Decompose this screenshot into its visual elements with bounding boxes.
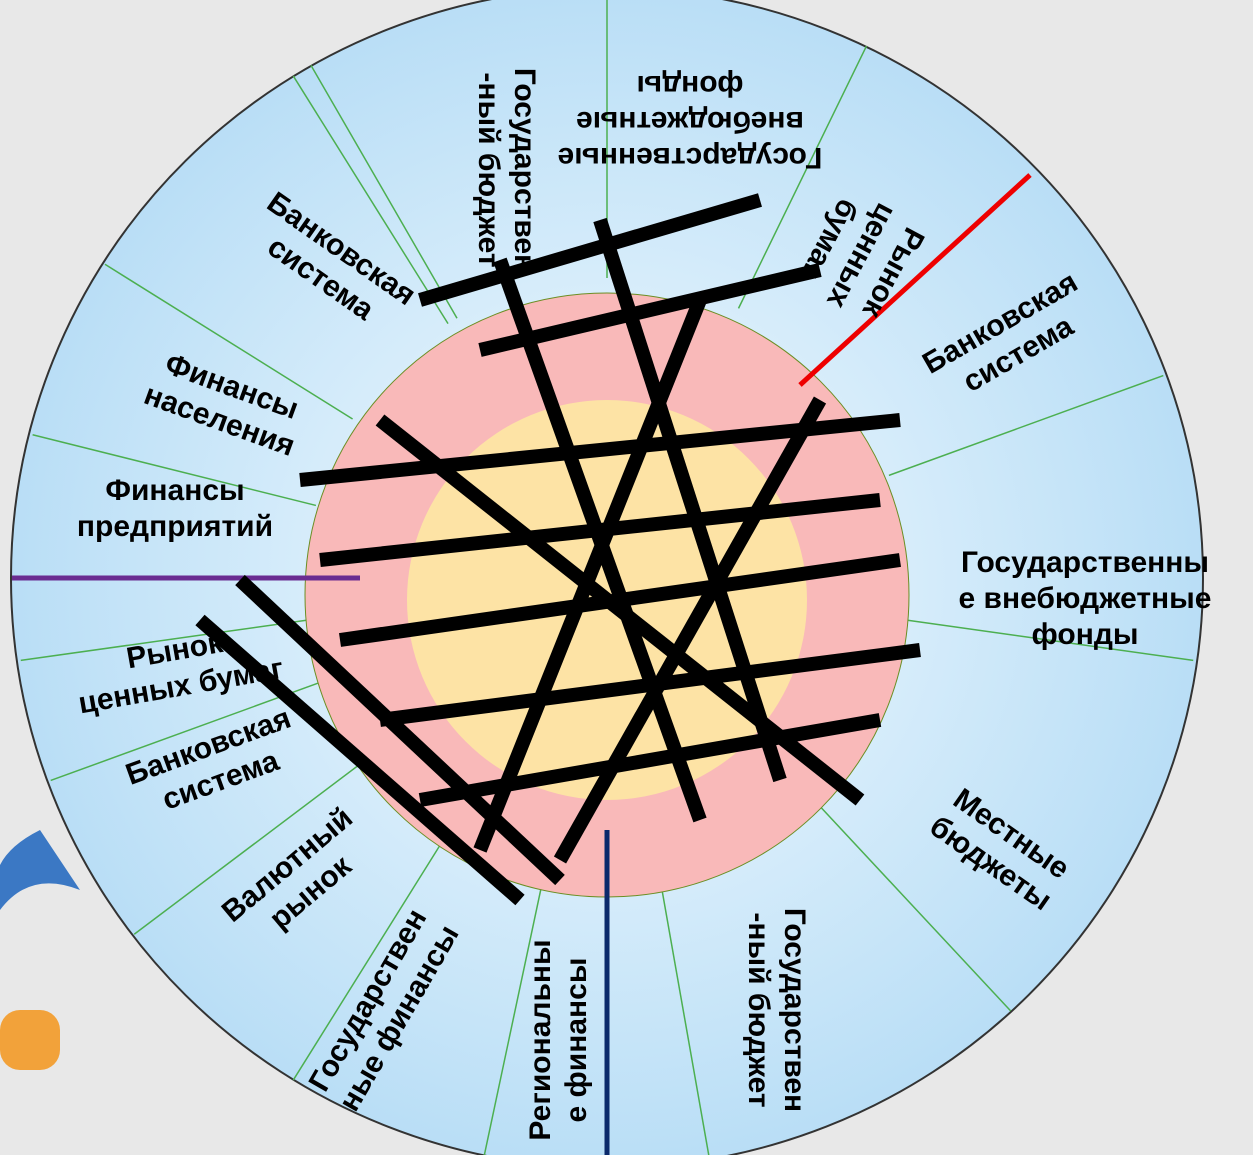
sector-text: Государствен — [508, 68, 541, 272]
sector-text: Государствен — [778, 908, 811, 1112]
sector-divider — [483, 871, 546, 1155]
sector-text: предприятий — [77, 510, 273, 543]
sector-label: Государствен-ный бюджет — [472, 68, 541, 272]
scribble — [195, 193, 921, 906]
sector-divider — [292, 75, 449, 324]
sector-divider — [903, 619, 1194, 662]
sector-text: внебюджетные — [576, 105, 804, 138]
sector-text: -ный бюджет — [472, 72, 505, 267]
sector-label: Государствен-ный бюджет — [742, 908, 811, 1112]
umbrella-icon — [0, 830, 80, 910]
sector-text: Финансы — [105, 474, 244, 507]
sector-divider — [658, 873, 710, 1155]
pointer-red — [798, 173, 1032, 387]
sector-text: е финансы — [560, 958, 593, 1123]
sector-divider — [32, 434, 317, 507]
sector-divider — [104, 263, 353, 420]
sector-divider — [737, 45, 868, 309]
sector-text: Государственны — [961, 546, 1209, 579]
sector-divider — [310, 64, 458, 319]
car-icon — [0, 1010, 60, 1070]
sector-divider — [133, 757, 368, 935]
sector-divider — [292, 832, 449, 1081]
sector-divider — [811, 796, 1012, 1012]
sector-text: фонды — [1032, 618, 1139, 651]
sector-text: -ный бюджет — [742, 912, 775, 1107]
sector-divider — [20, 619, 311, 662]
sector-text: е внебюджетные — [959, 582, 1212, 615]
sector-label: Региональны е финансы — [524, 939, 593, 1140]
sector-text: Государственные — [558, 141, 823, 174]
sector-divider — [888, 374, 1164, 477]
sector-text: Региональны — [524, 939, 557, 1140]
sector-text: фонды — [637, 69, 744, 102]
